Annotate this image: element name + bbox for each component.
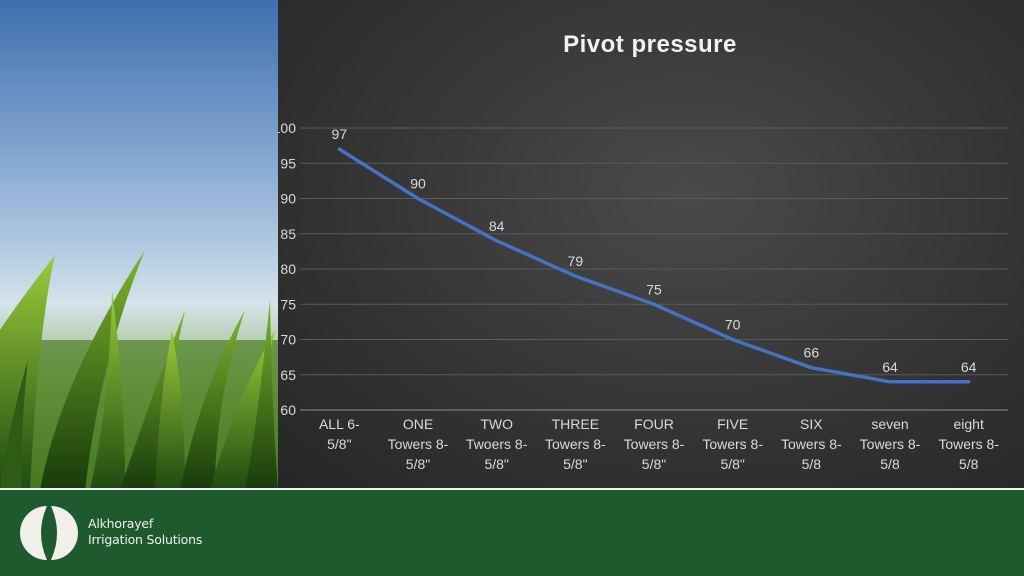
- x-tick-label-8: eight Towers 8-5/8: [938, 416, 999, 472]
- x-tick-label-3: THREE Towers 8-5/8": [545, 416, 606, 472]
- y-tick-label-90: 90: [280, 191, 296, 207]
- series-line-pivot-pressure: [337, 147, 971, 384]
- company-name-line2: Irrigation Solutions: [88, 532, 203, 547]
- data-label-7: 64: [882, 359, 898, 375]
- company-name-line1: Alkhorayef: [88, 516, 154, 531]
- y-tick-label-60: 60: [280, 402, 296, 418]
- data-label-2: 84: [489, 218, 505, 234]
- data-label-5: 70: [725, 317, 741, 333]
- company-logo-icon: [20, 506, 78, 560]
- data-label-6: 66: [804, 345, 820, 361]
- chart-panel: Pivot pressure 60 65 70 75 80 85 90 95 100 ALL 6…: [278, 0, 1024, 488]
- company-name: Alkhorayef Irrigation Solutions: [88, 516, 202, 548]
- data-label-0: 97: [332, 126, 348, 142]
- x-tick-label-5: FIVE Towers 8-5/8": [702, 416, 763, 472]
- data-label-4: 75: [646, 281, 662, 297]
- x-tick-label-6: SIX Towers 8-5/8: [781, 416, 842, 472]
- pivot-pressure-line-chart: Pivot pressure 60 65 70 75 80 85 90 95 100 ALL 6…: [278, 31, 1008, 472]
- data-label-1: 90: [410, 176, 426, 192]
- y-tick-label-70: 70: [280, 332, 296, 348]
- data-label-3: 79: [568, 253, 584, 269]
- y-tick-label-75: 75: [280, 296, 296, 312]
- grass-blades-illustration: [0, 250, 278, 490]
- grass-sky-photo: [0, 0, 278, 490]
- x-tick-label-0: ALL 6-5/8": [319, 416, 360, 452]
- chart-title: Pivot pressure: [563, 31, 737, 58]
- y-tick-label-65: 65: [280, 367, 296, 383]
- y-tick-label-85: 85: [280, 226, 296, 242]
- x-tick-label-2: TWO Twoers 8-5/8": [466, 416, 528, 472]
- footer-bar: Alkhorayef Irrigation Solutions: [0, 488, 1024, 576]
- y-tick-label-100: 100: [278, 120, 296, 136]
- x-tick-label-7: seven Towers 8-5/8: [860, 416, 921, 472]
- y-tick-label-95: 95: [280, 155, 296, 171]
- x-tick-label-4: FOUR Towers 8-5/8": [624, 416, 685, 472]
- data-label-8: 64: [961, 359, 977, 375]
- y-tick-label-80: 80: [280, 261, 296, 277]
- x-tick-label-1: ONE Towers 8-5/8": [388, 416, 449, 472]
